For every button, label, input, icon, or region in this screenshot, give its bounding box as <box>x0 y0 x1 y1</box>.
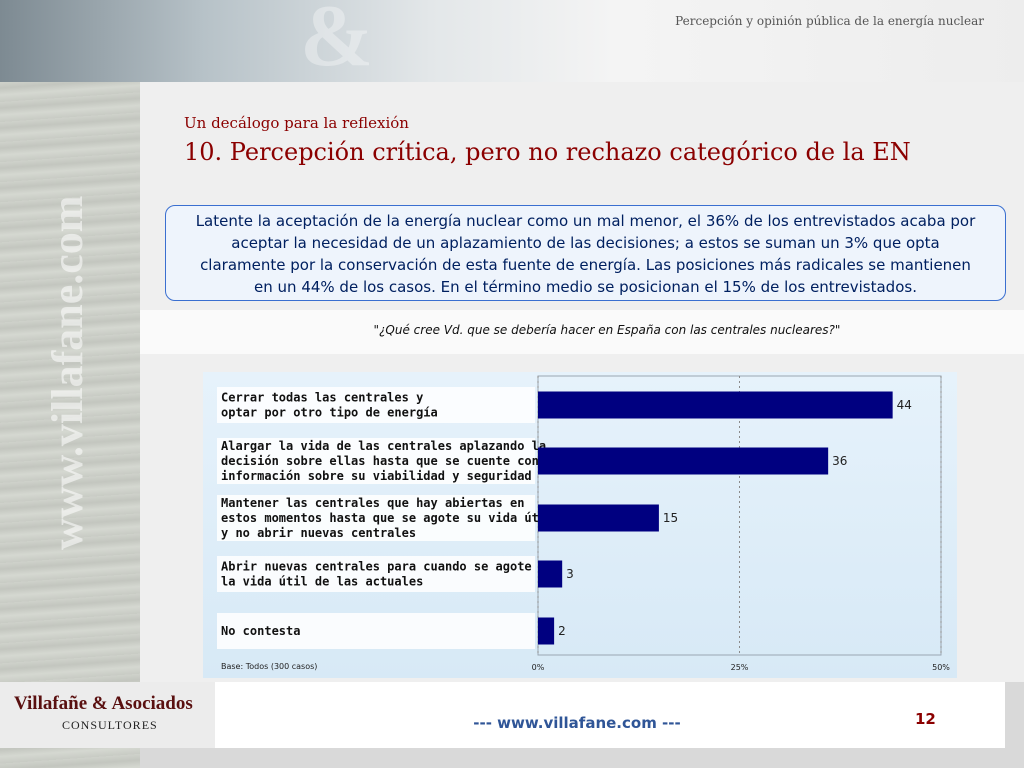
category-label: Mantener las centrales que hay abiertas … <box>221 496 524 510</box>
bar-chart: 0% 25% 50% Cerrar todas las centrales yopta… <box>217 375 950 672</box>
category-label: No contesta <box>221 624 300 638</box>
category-label: optar por otro tipo de energía <box>221 406 438 420</box>
data-label: 44 <box>897 398 912 412</box>
brand-name: Villafañe & Asociados <box>14 693 193 714</box>
summary-line: aceptar la necesidad de un aplazamiento … <box>231 234 940 252</box>
left-decorative-strip <box>0 82 140 768</box>
section-kicker: Un decálogo para la reflexión <box>184 114 409 132</box>
x-tick-label: 0% <box>532 663 545 672</box>
header-title: Percepción y opinión pública de la energ… <box>675 14 984 28</box>
footer-bar <box>215 682 1005 748</box>
category-label-panel <box>217 438 535 484</box>
chart-panel: 0% 25% 50% Cerrar todas las centrales y opta… <box>203 372 957 678</box>
category-label-panel <box>217 613 535 649</box>
brand-area <box>0 682 215 748</box>
data-label: 3 <box>566 567 574 581</box>
x-tick-label: 25% <box>731 663 749 672</box>
website-link[interactable]: --- www.villafane.com --- <box>473 714 681 732</box>
summary-box: Latente la aceptación de la energía nucl… <box>165 205 1006 301</box>
page-number: 12 <box>915 710 936 728</box>
summary-line: claramente por la conservación de esta f… <box>200 256 971 274</box>
question-bar: "¿Qué cree Vd. que se debería hacer en E… <box>140 310 1024 354</box>
bar <box>538 560 563 588</box>
category-label-panel <box>217 387 535 423</box>
data-label: 15 <box>663 511 678 525</box>
category-label: decisión sobre ellas hasta que se cuente… <box>221 454 539 468</box>
page-title: 10. Percepción crítica, pero no rechazo … <box>184 138 911 166</box>
bar <box>538 504 659 532</box>
category-label-panel <box>217 556 535 592</box>
x-tick-label: 50% <box>932 663 950 672</box>
watermark-url: www.villafane.com <box>43 195 92 550</box>
category-label-panel <box>217 495 535 541</box>
category-label: estos momentos hasta que se agote su vid… <box>221 511 553 525</box>
category-label: información sobre su viabilidad y seguri… <box>221 469 532 483</box>
category-label: la vida útil de las actuales <box>221 575 423 589</box>
data-label: 2 <box>558 624 566 638</box>
bar <box>538 447 829 475</box>
data-label: 36 <box>832 454 847 468</box>
banner-ampersand-decoration: & <box>300 0 374 85</box>
bar <box>538 391 893 419</box>
summary-line: en un 44% de los casos. En el término me… <box>254 278 917 296</box>
category-label: Abrir nuevas centrales para cuando se ag… <box>221 560 532 574</box>
category-label: Cerrar todas las centrales y <box>221 391 423 405</box>
summary-line: Latente la aceptación de la energía nucl… <box>195 212 976 230</box>
category-label: Alargar la vida de las centrales aplazan… <box>221 439 546 453</box>
chart-note: Base: Todos (300 casos) <box>221 662 317 671</box>
header-banner: & Percepción y opinión pública de la ene… <box>0 0 1024 85</box>
survey-question: "¿Qué cree Vd. que se debería hacer en E… <box>373 323 841 337</box>
bar <box>538 617 555 645</box>
brand-subtitle: CONSULTORES <box>62 718 158 732</box>
category-label: y no abrir nuevas centrales <box>221 526 416 540</box>
